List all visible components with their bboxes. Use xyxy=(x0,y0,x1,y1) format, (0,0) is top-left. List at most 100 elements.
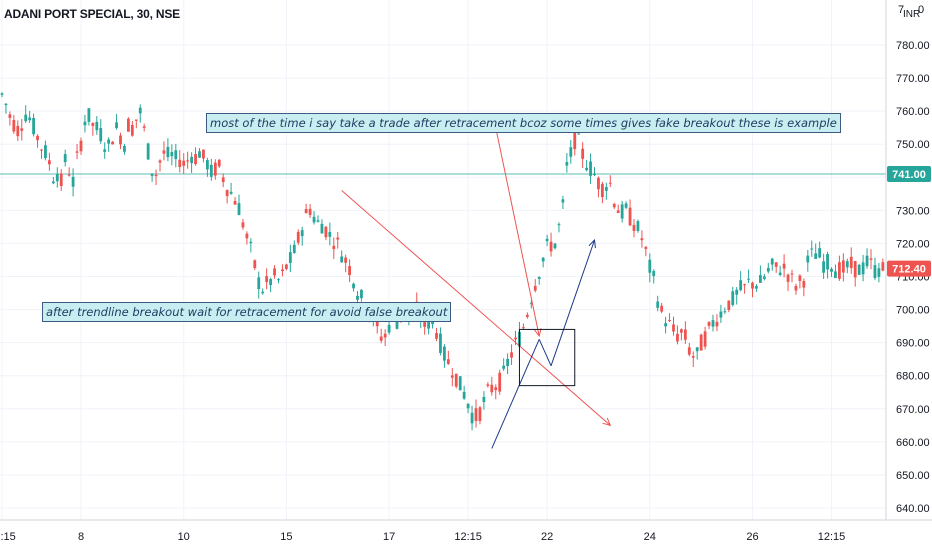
candle-body xyxy=(281,269,284,272)
candle-112 xyxy=(443,344,446,368)
price-badge-1 xyxy=(887,260,931,277)
candle-body xyxy=(446,359,450,364)
candle-body xyxy=(32,118,35,135)
annotation-trendline-note[interactable]: after trendline breakout wait for retrac… xyxy=(42,302,452,322)
candle-body xyxy=(755,286,758,289)
candle-body xyxy=(834,271,837,278)
candle-body xyxy=(59,173,63,187)
candle-body xyxy=(217,159,221,167)
candle-body xyxy=(269,279,272,286)
candle-body xyxy=(209,164,213,177)
currency-unit: INR xyxy=(903,9,921,20)
candle-body xyxy=(36,135,39,141)
candle-185 xyxy=(731,286,735,307)
candle-body xyxy=(435,333,438,339)
candle-body xyxy=(95,121,99,131)
candle-body xyxy=(601,183,604,198)
candle-12 xyxy=(48,152,51,171)
candle-body xyxy=(103,149,107,152)
candle-body xyxy=(241,222,245,228)
candle-body xyxy=(48,160,51,165)
candle-182 xyxy=(719,304,723,323)
x-tick-label: 22 xyxy=(541,531,553,543)
candle-129 xyxy=(510,344,513,366)
candle-196 xyxy=(774,262,778,273)
candle-76 xyxy=(300,226,304,246)
candle-209 xyxy=(826,251,829,279)
candle-184 xyxy=(727,300,731,313)
candle-20 xyxy=(79,137,83,155)
candle-135 xyxy=(533,279,537,293)
candle-body xyxy=(727,300,731,311)
candle-172 xyxy=(680,328,683,341)
candle-body xyxy=(233,200,237,205)
candle-body xyxy=(249,241,253,244)
candle-body xyxy=(466,403,470,409)
candle-body xyxy=(0,93,4,95)
candle-168 xyxy=(664,316,667,334)
candle-30 xyxy=(119,132,122,150)
candle-159 xyxy=(628,199,632,227)
annotation-retracement-note[interactable]: most of the time i say take a trade afte… xyxy=(206,113,841,133)
candle-52 xyxy=(206,157,209,177)
candle-body xyxy=(865,255,869,267)
candle-68 xyxy=(269,277,272,293)
candle-body xyxy=(237,203,241,215)
candle-26 xyxy=(103,142,107,159)
candle-117 xyxy=(462,385,466,400)
candle-body xyxy=(794,285,798,291)
candle-70 xyxy=(277,277,280,284)
candle-138 xyxy=(545,234,549,247)
candle-1 xyxy=(4,102,8,114)
candle-67 xyxy=(265,268,269,290)
candle-body xyxy=(130,124,134,136)
x-tick-label: 17 xyxy=(383,531,395,543)
candle-body xyxy=(296,231,300,243)
candle-47 xyxy=(186,151,190,169)
candle-body xyxy=(292,244,296,253)
candle-body xyxy=(731,291,735,305)
candle-42 xyxy=(166,138,170,162)
candle-2 xyxy=(8,111,12,126)
candle-222 xyxy=(877,262,881,283)
candle-body xyxy=(585,167,588,171)
candle-body xyxy=(581,148,585,159)
candle-body xyxy=(826,254,829,270)
candle-body xyxy=(458,376,462,391)
candle-128 xyxy=(506,353,509,375)
candle-177 xyxy=(699,333,703,351)
y-tick-label: 780.00 xyxy=(896,40,930,52)
candle-body xyxy=(656,301,660,308)
candle-body xyxy=(83,121,87,126)
candle-151 xyxy=(597,176,600,198)
candle-180 xyxy=(711,314,715,332)
candle-178 xyxy=(703,326,707,350)
candle-73 xyxy=(288,244,292,273)
candle-body xyxy=(577,133,581,135)
candle-body xyxy=(285,264,288,270)
candle-body xyxy=(672,324,675,332)
candle-body xyxy=(478,407,482,422)
y-tick-label: 730.00 xyxy=(896,205,930,217)
candle-body xyxy=(877,268,881,277)
candle-213 xyxy=(841,253,845,282)
candle-170 xyxy=(672,316,675,336)
x-tick-label: 26 xyxy=(746,531,758,543)
candle-216 xyxy=(853,260,857,287)
candle-body xyxy=(142,126,146,128)
candle-59 xyxy=(233,197,237,205)
candle-183 xyxy=(723,307,727,315)
candle-body xyxy=(680,329,683,333)
y-tick-label: 760.00 xyxy=(896,106,930,118)
candle-body xyxy=(190,156,193,164)
candle-53 xyxy=(209,158,213,181)
candle-36 xyxy=(142,123,146,132)
candle-body xyxy=(328,232,332,237)
candle-body xyxy=(743,284,746,286)
candle-75 xyxy=(296,229,300,246)
candle-body xyxy=(332,245,336,250)
candle-38 xyxy=(150,173,154,182)
candle-body xyxy=(40,149,43,151)
candle-79 xyxy=(312,211,316,225)
